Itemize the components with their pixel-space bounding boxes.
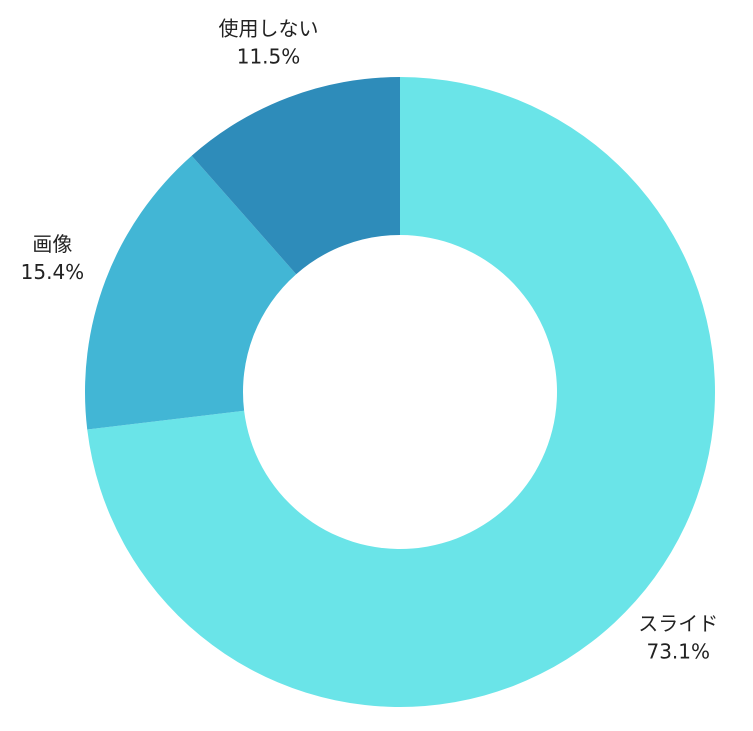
value-label: 11.5% (237, 45, 301, 69)
slice-label: 画像 (32, 232, 72, 256)
slice-label: 使用しない (219, 17, 319, 41)
value-label: 15.4% (21, 260, 85, 284)
value-label: 73.1% (646, 639, 710, 663)
donut-slice (85, 155, 297, 430)
donut-slice (87, 77, 715, 708)
slice-label: スライド (638, 611, 718, 635)
donut-slice (191, 77, 400, 275)
